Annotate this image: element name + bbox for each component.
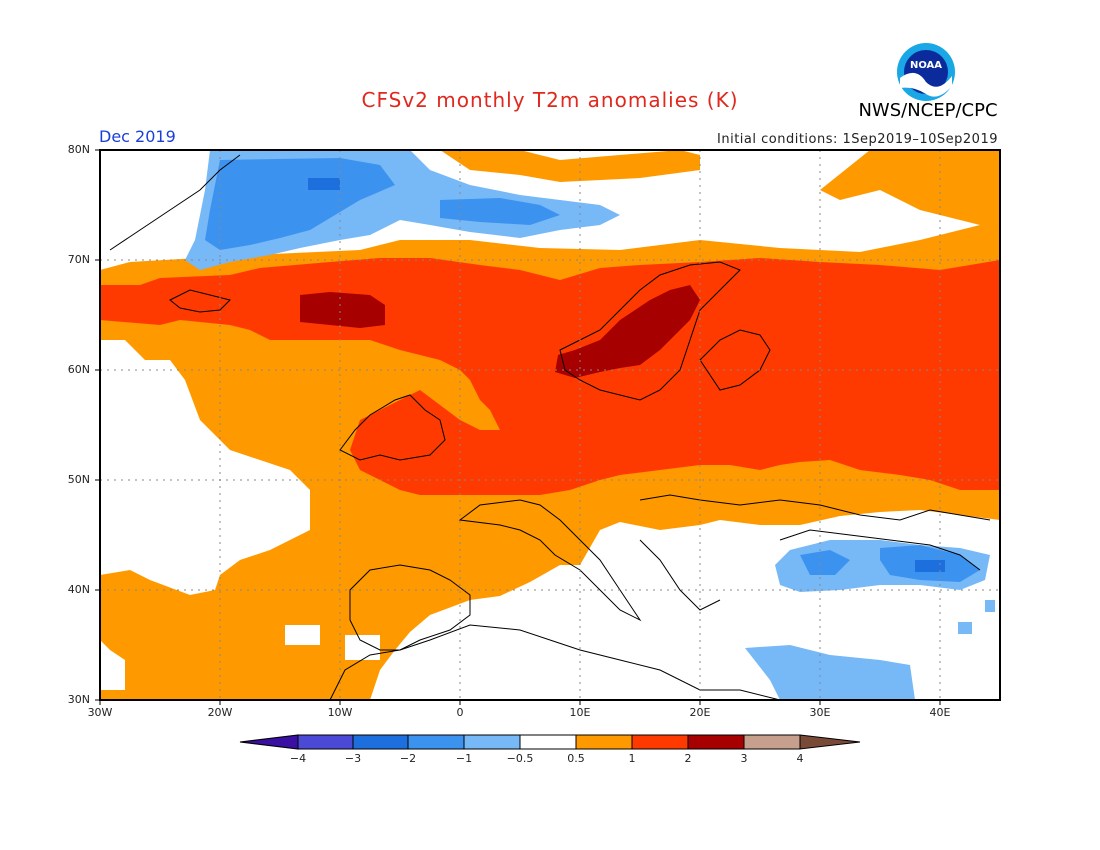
lat-tick-60n: 60N	[67, 363, 90, 376]
colorbar-label: −4	[289, 752, 307, 765]
lat-tick-70n: 70N	[67, 253, 90, 266]
colorbar-label: 3	[740, 752, 748, 765]
valid-month: Dec 2019	[99, 127, 176, 146]
colorbar-bin	[463, 734, 521, 750]
lat-tick-30n: 30N	[67, 693, 90, 706]
lat-tick-80n: 80N	[67, 143, 90, 156]
colorbar-label: −3	[344, 752, 362, 765]
logo-text: NOAA	[910, 60, 942, 71]
initial-conditions: Initial conditions: 1Sep2019–10Sep2019	[717, 132, 998, 147]
map-title: CFSv2 monthly T2m anomalies (K)	[361, 88, 739, 112]
colorbar-bin	[631, 734, 689, 750]
colorbar-label: 2	[684, 752, 692, 765]
graticule	[100, 150, 1000, 700]
colorbar-bin	[297, 734, 354, 750]
axis-ticks	[95, 149, 941, 705]
lon-tick-30e: 30E	[809, 706, 831, 719]
lon-tick-10w: 10W	[327, 706, 353, 719]
colorbar-bin	[575, 734, 633, 750]
colorbar-arrow-low	[239, 734, 299, 750]
agency-label: NWS/NCEP/CPC	[858, 100, 998, 121]
colorbar	[239, 734, 861, 750]
colorbar-bin	[407, 734, 465, 750]
lon-tick-10e: 10E	[569, 706, 591, 719]
lon-tick-20w: 20W	[207, 706, 233, 719]
colorbar-arrow-high	[799, 734, 861, 750]
colorbar-label: −2	[399, 752, 417, 765]
colorbar-label: 4	[796, 752, 804, 765]
noaa-logo-icon: NOAA	[897, 43, 955, 101]
colorbar-bin	[687, 734, 745, 750]
lat-tick-40n: 40N	[67, 583, 90, 596]
lon-tick-30w: 30W	[87, 706, 113, 719]
colorbar-bin	[743, 734, 801, 750]
lon-tick-40e: 40E	[929, 706, 951, 719]
map-frame	[99, 149, 1001, 701]
colorbar-label: −1	[455, 752, 473, 765]
lat-tick-50n: 50N	[67, 473, 90, 486]
colorbar-label: 1	[628, 752, 636, 765]
anomaly-fields	[100, 150, 1000, 700]
colorbar-bin	[352, 734, 409, 750]
colorbar-bin	[519, 734, 577, 750]
lon-tick-20e: 20E	[689, 706, 711, 719]
lon-tick-0: 0	[456, 706, 464, 719]
colorbar-label: −0.5	[506, 752, 534, 765]
coastlines	[109, 154, 991, 700]
colorbar-label: 0.5	[567, 752, 585, 765]
